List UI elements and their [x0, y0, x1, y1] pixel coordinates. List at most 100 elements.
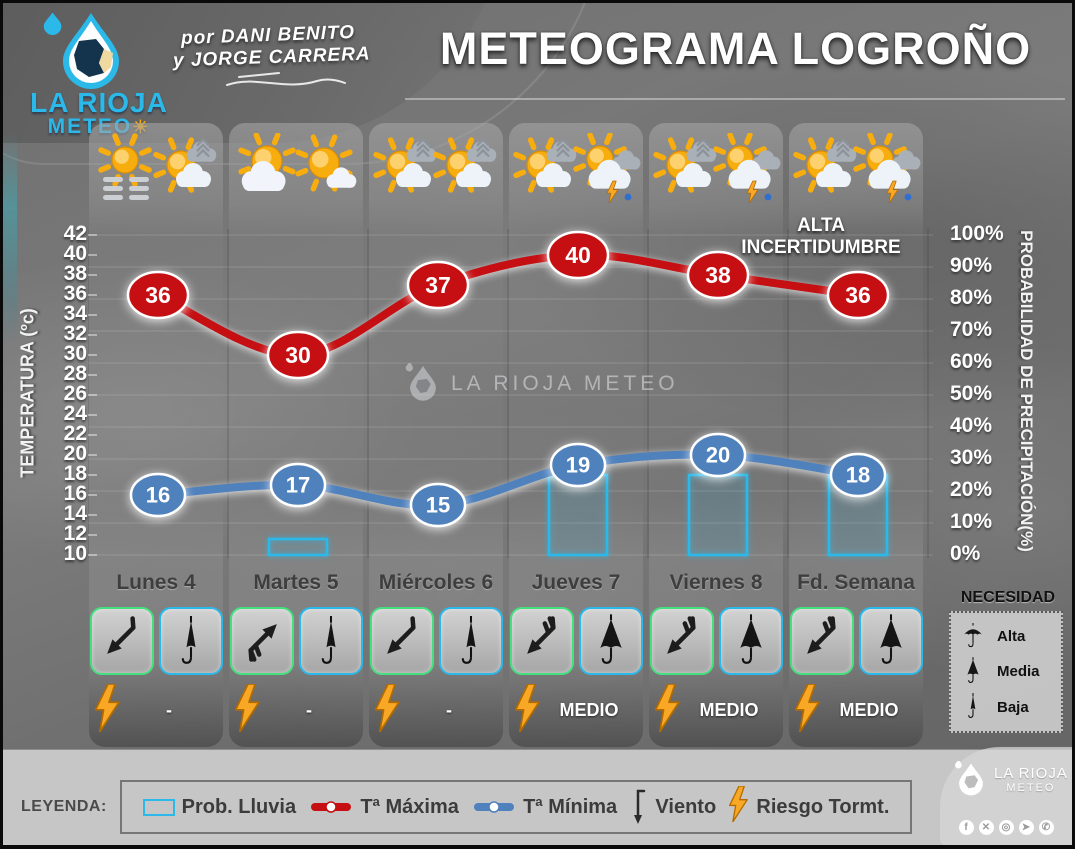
- necesidad-item-label: Media: [997, 663, 1040, 681]
- day-label: Fd. Semana: [797, 571, 915, 594]
- right-axis-tick: 40%: [950, 414, 993, 437]
- umbrella-baja-icon: [448, 612, 494, 671]
- right-axis-tick: 90%: [950, 254, 993, 277]
- storm-risk-label: MEDIO: [839, 699, 899, 720]
- svg-text:38: 38: [705, 262, 731, 288]
- legend-caption: LEYENDA:: [21, 798, 107, 815]
- wind-direction-box: [789, 607, 854, 675]
- left-axis-tick: 20: [63, 442, 87, 465]
- storm-risk-lightning-icon: [654, 682, 681, 737]
- wind-arrow-icon: [514, 611, 570, 672]
- weather-sun_storm-icon: [853, 132, 921, 208]
- umbrella-need-box: [718, 607, 783, 675]
- wind-arrow-icon: [94, 611, 150, 672]
- svg-text:15: 15: [426, 493, 450, 518]
- left-axis-tick: 34: [63, 302, 87, 325]
- umbrella-need-box: [578, 607, 643, 675]
- weather-sun_storm-icon: [713, 132, 781, 208]
- right-axis-tick: 10%: [950, 510, 993, 533]
- svg-text:20: 20: [706, 443, 730, 468]
- necesidad-legend: Alta Media Baja: [949, 611, 1063, 733]
- weather-icons: [789, 132, 923, 208]
- day-column-6: Fd. Semana MEDIO: [789, 123, 923, 747]
- wind-direction-box: [369, 607, 434, 675]
- svg-text:16: 16: [146, 483, 170, 508]
- svg-text:18: 18: [846, 463, 870, 488]
- storm-risk-label: MEDIO: [699, 699, 759, 720]
- wind-direction-box: [89, 607, 154, 675]
- signature-squiggle: [221, 65, 351, 102]
- legend-item: Riesgo Tormt.: [729, 785, 890, 828]
- chart-plot-area: 16 17 15 19 20 18 36 30 37 40 38 36: [87, 223, 944, 570]
- storm-risk-label: -: [306, 699, 312, 720]
- left-axis-tick: 14: [63, 502, 87, 525]
- wind-arrow-icon: [234, 611, 290, 672]
- umbrella-alta-icon: [961, 621, 985, 653]
- tmax-line-swatch: [311, 801, 352, 813]
- chart-legend: Prob. Lluvia Tª Máxima Tª Mínima Viento Ries…: [120, 780, 912, 834]
- footer-brand-name: LA RIOJA: [994, 764, 1068, 782]
- footer-droplet-icon: [955, 761, 983, 796]
- wind-direction-box: [649, 607, 714, 675]
- svg-text:40: 40: [565, 242, 591, 268]
- umbrella-media-icon: [588, 612, 634, 671]
- rain-probability-swatch: [142, 798, 175, 816]
- weather-sun_fog-icon: [96, 133, 156, 208]
- umbrella-need-box: [158, 607, 223, 675]
- svg-text:30: 30: [285, 342, 311, 368]
- left-axis-tick: 12: [63, 522, 87, 545]
- right-axis-tick: 70%: [950, 318, 993, 341]
- weather-sun_cloud_wind-icon: [793, 133, 857, 208]
- weather-sun_bigcloud-icon: [236, 132, 296, 208]
- day-label: Martes 5: [253, 571, 339, 594]
- storm-risk-label: -: [166, 699, 172, 720]
- left-axis-tick: 32: [63, 322, 87, 345]
- right-axis-tick: 60%: [950, 350, 993, 373]
- storm-risk-lightning-icon: [234, 682, 261, 737]
- brand-name: LA RIOJA: [30, 87, 168, 118]
- wind-arrow-swatch: [634, 789, 646, 824]
- umbrella-media-icon: [728, 612, 774, 671]
- right-axis-tick: 80%: [950, 286, 993, 309]
- legend-item-label: Viento: [655, 795, 717, 818]
- day-column-4: Jueves 7 MEDIO: [509, 123, 643, 747]
- left-axis-tick: 28: [63, 362, 87, 385]
- weather-icons: [229, 132, 363, 208]
- necesidad-item-baja: Baja: [961, 691, 1051, 723]
- legend-item: Prob. Lluvia: [142, 795, 297, 819]
- footer-strip: [3, 749, 1072, 846]
- svg-text:17: 17: [286, 473, 310, 498]
- instagram-icon[interactable]: ◎: [998, 820, 1014, 835]
- legend-item: Tª Máxima: [309, 796, 459, 819]
- telegram-icon[interactable]: ➤: [1018, 820, 1034, 835]
- whatsapp-icon[interactable]: ✆: [1038, 820, 1054, 835]
- x-icon[interactable]: ✕: [978, 820, 994, 835]
- left-axis-title: TEMPERATURA (ºc): [17, 308, 38, 478]
- wind-arrow-icon: [374, 611, 430, 672]
- weather-sun_cloud_wind-icon: [153, 133, 217, 208]
- wind-arrow-icon: [654, 611, 710, 672]
- left-axis-tick: 30: [63, 342, 87, 365]
- watermark: LA RIOJA METEO: [405, 363, 679, 405]
- wind-direction-box: [229, 607, 294, 675]
- necesidad-item-label: Alta: [997, 628, 1026, 646]
- umbrella-baja-icon: [168, 612, 214, 671]
- page-title: METEOGRAMA LOGROÑO: [439, 23, 1032, 74]
- legend-item: Tª Mínima: [472, 796, 617, 819]
- weather-sun_storm-icon: [573, 132, 641, 208]
- umbrella-need-box: [858, 607, 923, 675]
- teal-edge-accent: [3, 133, 17, 343]
- brand-logo-droplet-icon: [41, 11, 131, 91]
- left-axis-tick: 36: [63, 282, 87, 305]
- legend-item-label: Prob. Lluvia: [181, 795, 297, 818]
- legend-item-label: Riesgo Tormt.: [756, 795, 890, 818]
- uncertainty-annotation: ALTA INCERTIDUMBRE: [741, 215, 901, 258]
- facebook-icon[interactable]: f: [958, 820, 974, 835]
- right-axis-tick: 50%: [950, 382, 993, 405]
- umbrella-media-icon: [961, 656, 985, 688]
- weather-sun_cloud_wind-icon: [513, 133, 577, 208]
- watermark-text: LA RIOJA METEO: [451, 372, 679, 395]
- weather-icons: [649, 132, 783, 208]
- svg-text:36: 36: [145, 282, 171, 308]
